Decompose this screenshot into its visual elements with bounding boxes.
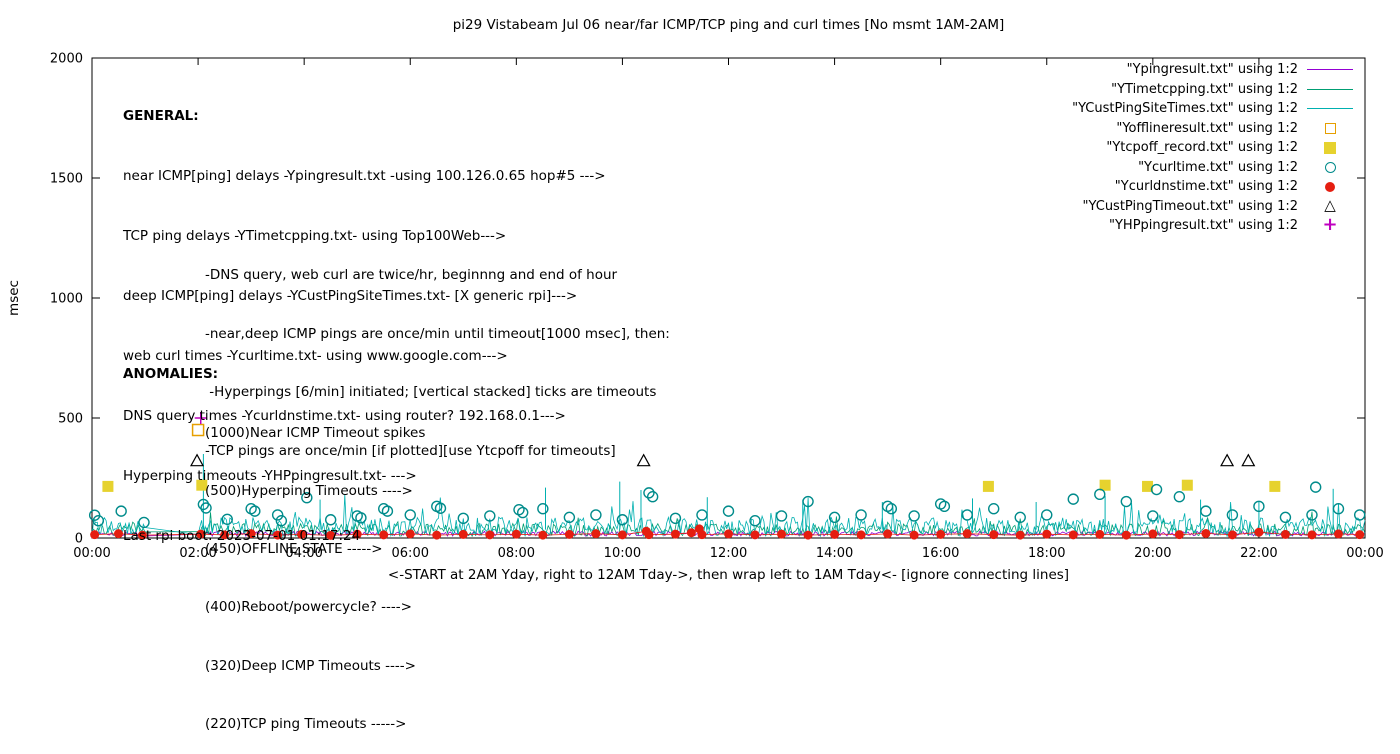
- svg-text:10:00: 10:00: [604, 546, 641, 561]
- svg-text:1500: 1500: [50, 172, 83, 187]
- general-indented-line: -Hyperpings [6/min] initiated; [vertical…: [205, 384, 657, 400]
- filled-circle-icon: [1302, 179, 1358, 195]
- chart-canvas: { "title": "pi29 Vistabeam Jul 06 near/f…: [0, 0, 1400, 600]
- legend-label: "YTimetcpping.txt" using 1:2: [1111, 81, 1298, 97]
- svg-text:02:00: 02:00: [179, 546, 216, 561]
- svg-text:22:00: 22:00: [1240, 546, 1277, 561]
- legend-item: "Ycurldnstime.txt" using 1:2: [1072, 177, 1358, 197]
- open-triangle-icon: [1302, 198, 1358, 214]
- legend-label: "YCustPingTimeout.txt" using 1:2: [1082, 198, 1298, 214]
- general-note-line: deep ICMP[ping] delays -YCustPingSiteTim…: [123, 288, 578, 304]
- general-note-line: web curl times -Ycurltime.txt- using www…: [123, 348, 508, 364]
- open-square-icon: [1302, 120, 1358, 136]
- svg-text:20:00: 20:00: [1134, 546, 1171, 561]
- general-note-line: TCP ping delays -YTimetcpping.txt- using…: [123, 228, 507, 244]
- legend-item: "Yofflineresult.txt" using 1:2: [1072, 119, 1358, 139]
- legend-item: "Ytcpoff_record.txt" using 1:2: [1072, 138, 1358, 158]
- svg-text:2000: 2000: [50, 52, 83, 67]
- general-indented-line: -TCP pings are once/min [if plotted][use…: [205, 442, 616, 459]
- legend-label: "Ycurltime.txt" using 1:2: [1138, 159, 1298, 175]
- legend-item: "YTimetcpping.txt" using 1:2: [1072, 80, 1358, 100]
- svg-text:08:00: 08:00: [498, 546, 535, 561]
- svg-text:16:00: 16:00: [922, 546, 959, 561]
- general-notes: GENERAL: near ICMP[ping] delays -Ypingre…: [123, 66, 606, 566]
- legend-item: "Ycurltime.txt" using 1:2: [1072, 158, 1358, 178]
- svg-text:00:00: 00:00: [73, 546, 110, 561]
- line-sample-icon: [1302, 62, 1358, 78]
- general-heading: GENERAL:: [123, 108, 199, 124]
- anomaly-line: (500)Hyperping Timeouts ---->: [205, 483, 413, 500]
- legend-label: "Ycurldnstime.txt" using 1:2: [1114, 179, 1298, 195]
- general-note-line: Last rpi boot: 2023-07-01 01:17:24: [123, 528, 361, 544]
- legend: "Ypingresult.txt" using 1:2 "YTimetcppin…: [1072, 60, 1358, 236]
- y-axis-label: msec: [6, 280, 22, 316]
- chart-title: pi29 Vistabeam Jul 06 near/far ICMP/TCP …: [452, 17, 1005, 33]
- anomaly-line: (1000)Near ICMP Timeout spikes: [205, 424, 426, 441]
- anomaly-line: (320)Deep ICMP Timeouts ---->: [205, 657, 416, 674]
- svg-text:06:00: 06:00: [392, 546, 429, 561]
- svg-text:1000: 1000: [50, 292, 83, 307]
- legend-label: "Yofflineresult.txt" using 1:2: [1116, 120, 1298, 136]
- svg-text:500: 500: [58, 412, 83, 427]
- legend-label: "YHPpingresult.txt" using 1:2: [1109, 218, 1298, 234]
- anomaly-line: (400)Reboot/powercycle? ---->: [205, 599, 412, 616]
- legend-item: "YHPpingresult.txt" using 1:2: [1072, 216, 1358, 236]
- line-sample-icon: [1302, 101, 1358, 117]
- anomaly-line: (220)TCP ping Timeouts ----->: [205, 715, 407, 732]
- plot-area: 00:00 02:00 04:00 06:00 08:00 10:00 12:00 14:00…: [50, 52, 1384, 562]
- general-indented-notes: -DNS query, web curl are twice/hr, begin…: [205, 227, 670, 481]
- svg-text:14:00: 14:00: [816, 546, 853, 561]
- legend-item: "YCustPingTimeout.txt" using 1:2: [1072, 197, 1358, 217]
- filled-square-icon: [1302, 140, 1358, 156]
- svg-text:0: 0: [75, 532, 83, 547]
- svg-text:04:00: 04:00: [285, 546, 322, 561]
- legend-label: "YCustPingSiteTimes.txt" using 1:2: [1072, 101, 1298, 117]
- svg-text:12:00: 12:00: [710, 546, 747, 561]
- general-note-line: Hyperping timeouts -YHPpingresult.txt- -…: [123, 468, 417, 484]
- general-indented-line: -near,deep ICMP pings are once/min until…: [205, 325, 670, 342]
- anomalies-heading: ANOMALIES:: [123, 366, 219, 382]
- svg-text:00:00: 00:00: [1346, 546, 1383, 561]
- x-axis-label: <-START at 2AM Yday, right to 12AM Tday-…: [387, 567, 1070, 583]
- anomalies-notes: (1000)Near ICMP Timeout spikes (500)Hype…: [205, 385, 425, 754]
- line-sample-icon: [1302, 81, 1358, 97]
- anomaly-line: (450)OFFLINE STATE ----->: [205, 541, 383, 558]
- open-circle-icon: [1302, 159, 1358, 175]
- legend-label: "Ypingresult.txt" using 1:2: [1126, 62, 1298, 78]
- legend-item: "YCustPingSiteTimes.txt" using 1:2: [1072, 99, 1358, 119]
- legend-label: "Ytcpoff_record.txt" using 1:2: [1106, 140, 1298, 156]
- svg-text:18:00: 18:00: [1028, 546, 1065, 561]
- legend-item: "Ypingresult.txt" using 1:2: [1072, 60, 1358, 80]
- plus-icon: [1302, 218, 1358, 234]
- general-note-line: near ICMP[ping] delays -Ypingresult.txt …: [123, 168, 606, 184]
- general-indented-line: -DNS query, web curl are twice/hr, begin…: [205, 267, 618, 283]
- general-note-line: DNS query times -Ycurldnstime.txt- using…: [123, 408, 566, 424]
